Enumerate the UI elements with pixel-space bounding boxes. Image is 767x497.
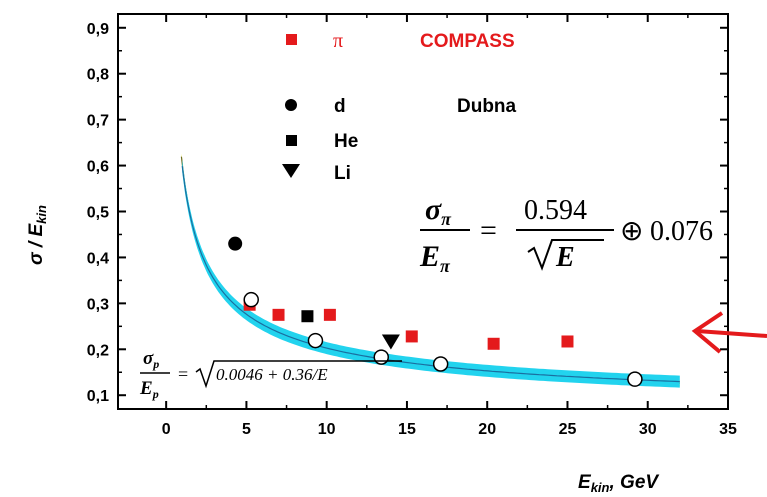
legend-compass-label: COMPASS	[420, 31, 515, 52]
formula-proton-den: Ep	[139, 378, 159, 401]
formula-proton: σp Ep = 0.0046 + 0.36/E	[139, 348, 402, 401]
x-tick-label: 5	[242, 421, 251, 438]
x-axis-label: Ekin, GeV	[578, 472, 659, 495]
legend-dubna-label: Dubna	[457, 96, 517, 117]
x-tick-label: 15	[398, 421, 416, 438]
formula-proton-equals: =	[178, 364, 188, 384]
point-p	[243, 291, 259, 308]
point-d	[228, 236, 243, 251]
point-he	[301, 310, 314, 323]
plot-frame	[117, 13, 729, 410]
formula-pion-num: σπ	[425, 193, 452, 229]
legend-he-marker	[286, 135, 297, 146]
arrow-head-icon	[691, 311, 724, 354]
y-tick-label: 0,7	[87, 113, 109, 130]
pointer-arrow	[691, 311, 767, 354]
formula-pion-constant: 0.076	[650, 216, 713, 247]
point-p	[307, 332, 324, 349]
point--compass	[405, 330, 418, 343]
formula-pion-rhs-den: E	[555, 242, 575, 273]
x-tick-label: 10	[318, 421, 336, 438]
y-tick-label: 0,5	[87, 205, 109, 222]
legend-he-label: He	[334, 131, 358, 152]
point-p	[432, 356, 449, 372]
point-p	[373, 349, 390, 365]
y-tick-label: 0,2	[87, 342, 109, 359]
legend: π COMPASS d Dubna He Li	[282, 30, 517, 184]
legend-d-marker	[285, 99, 297, 111]
fit-curves	[180, 153, 680, 388]
x-tick-label: 0	[162, 421, 171, 438]
y-tick-label: 0,8	[87, 67, 109, 84]
x-tick-label: 30	[639, 421, 657, 438]
formula-proton-rhs: 0.0046 + 0.36/E	[216, 365, 328, 384]
formula-proton-sqrt	[195, 360, 402, 389]
legend-li-marker	[282, 164, 300, 178]
formula-proton-num: σp	[143, 348, 159, 371]
y-tick-label: 0,9	[87, 21, 109, 38]
formula-pion: σπ Eπ = 0.594 E ⊕ 0.076	[419, 193, 713, 276]
legend-pi-symbol: π	[333, 30, 343, 52]
point--compass	[323, 308, 336, 321]
y-tick-label: 0,3	[87, 296, 109, 313]
y-axis-label: σ / Ekin	[26, 205, 49, 265]
legend-compass-marker	[286, 34, 297, 45]
formula-pion-equals: =	[480, 214, 497, 247]
point--compass	[487, 337, 500, 350]
x-tick-label: 20	[478, 421, 496, 438]
formula-pion-sqrt	[527, 239, 604, 271]
y-tick-label: 0,6	[87, 159, 109, 176]
formula-pion-oplus: ⊕	[620, 216, 643, 247]
formula-pion-den: Eπ	[419, 240, 451, 276]
x-tick-labels: 0 5 10 15 20 25 30 35	[162, 421, 737, 438]
point-p	[627, 371, 643, 387]
x-tick-label: 25	[559, 421, 577, 438]
y-tick-labels: 0,1 0,2 0,3 0,4 0,5 0,6 0,7 0,8 0,9	[87, 21, 109, 405]
x-tick-label: 35	[719, 421, 737, 438]
legend-d-label: d	[334, 96, 346, 117]
formula-pion-rhs-num: 0.594	[524, 195, 587, 226]
arrow-shaft-icon	[696, 329, 767, 338]
y-tick-label: 0,1	[87, 388, 109, 405]
point--compass	[561, 335, 574, 348]
point--compass	[272, 308, 285, 321]
tick-marks	[118, 14, 729, 409]
legend-li-label: Li	[334, 163, 351, 184]
y-tick-label: 0,4	[87, 250, 109, 267]
pion-fit-line	[181, 166, 680, 383]
point-li	[381, 334, 400, 350]
